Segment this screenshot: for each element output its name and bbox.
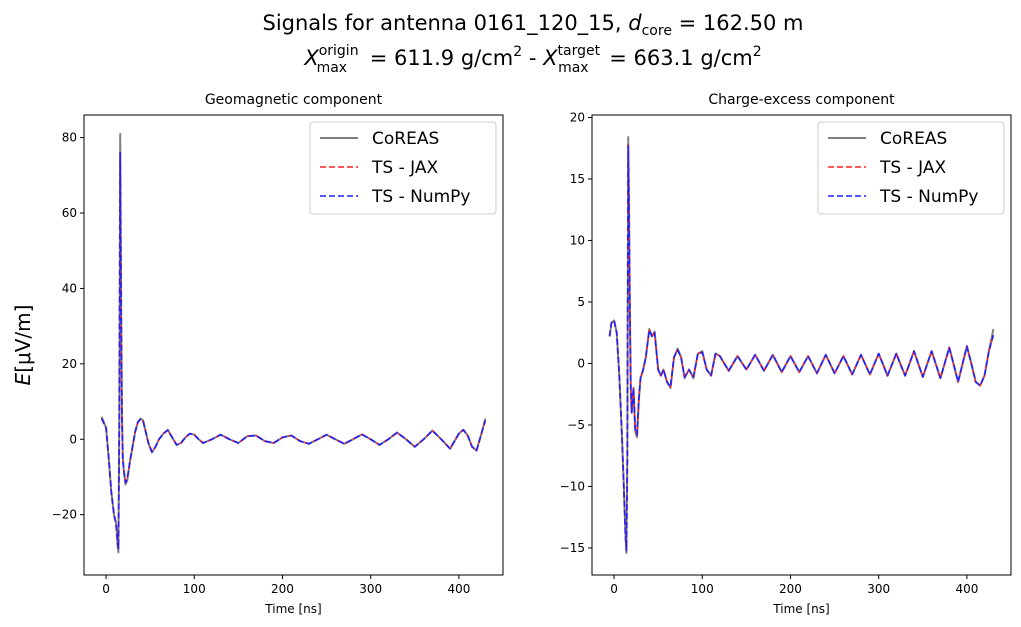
figure-title-line1: Signals for antenna 0161_120_15, dcore =… [262,11,803,39]
y-tick-label: −15 [560,541,585,555]
y-tick-label: 60 [62,206,77,220]
x-tick-label: 0 [102,582,110,596]
y-tick-label: 10 [570,233,585,247]
series-line-numpy [608,144,995,552]
plot-frame [591,114,1012,576]
y-tick-label: 20 [62,357,77,371]
x-axis-label: Time [ns] [264,602,321,616]
legend-box [817,121,1005,215]
legend: CoREAS TS - JAX TS - NumPy [817,121,1005,215]
geomagnetic-panel: Geomagnetic component 0 100 200 300 400 −20 0 20… [52,92,504,616]
x-tick-label: 400 [447,582,470,596]
legend-label: TS - JAX [371,158,438,178]
legend-box [309,121,497,215]
x-tick-label: 300 [867,582,890,596]
x-tick-label: 100 [183,582,206,596]
legend-label: TS - NumPy [371,187,470,207]
y-axis-label: E[μV/m] [11,305,35,386]
panel-title: Geomagnetic component [205,92,383,108]
figure-title-line2: Xorigin max = 611.9 g/cm2 - Xtarget max = … [303,43,761,76]
x-tick-label: 100 [691,582,714,596]
y-tick-label: 80 [62,131,77,145]
x-tick-label: 0 [610,582,618,596]
y-tick-label: 40 [62,281,77,295]
plot-frame [83,114,504,576]
x-tick-label: 200 [271,582,294,596]
y-tick-label: −10 [560,479,585,493]
panel-title: Charge-excess component [708,92,895,108]
y-tick-label: 20 [570,110,585,124]
series-line-numpy [100,151,487,550]
legend-label: CoREAS [372,129,439,149]
y-tick-label: 0 [577,356,585,370]
y-tick-label: −20 [52,508,77,522]
y-tick-label: 5 [577,295,585,309]
legend-label: CoREAS [880,129,947,149]
y-tick-label: −5 [567,418,585,432]
legend-label: TS - NumPy [879,187,978,207]
series-line-jax [100,155,487,550]
x-tick-label: 200 [779,582,802,596]
legend: CoREAS TS - JAX TS - NumPy [309,121,497,215]
y-tick-label: 0 [69,432,77,446]
y-tick-label: 15 [570,172,585,186]
x-axis-label: Time [ns] [772,602,829,616]
x-tick-label: 400 [955,582,978,596]
x-tick-label: 300 [359,582,382,596]
legend-label: TS - JAX [879,158,946,178]
